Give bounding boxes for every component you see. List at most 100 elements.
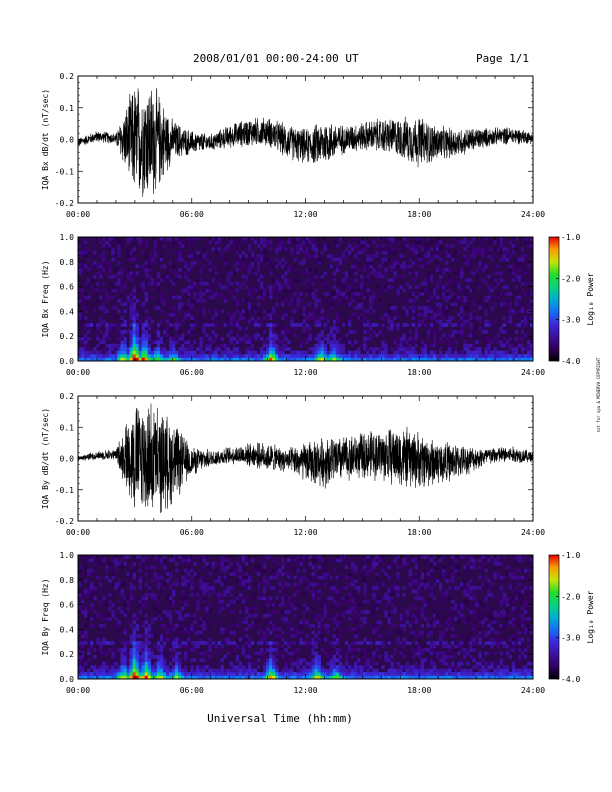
spectrogram-cell bbox=[175, 271, 179, 276]
spectrogram-cell bbox=[311, 558, 315, 563]
spectrogram-cell bbox=[305, 634, 309, 638]
spectrogram-cell bbox=[102, 665, 106, 669]
spectrogram-cell bbox=[172, 599, 176, 604]
spectrogram-cell bbox=[135, 634, 139, 638]
spectrogram-cell bbox=[187, 299, 191, 303]
spectrogram-cell bbox=[438, 651, 443, 656]
spectrogram-cell bbox=[256, 264, 261, 269]
spectrogram-cell bbox=[505, 354, 510, 358]
spectrogram-cell bbox=[99, 299, 103, 303]
spectrogram-cell bbox=[311, 589, 315, 594]
spectrogram-cell bbox=[129, 299, 133, 303]
spectrogram-cell bbox=[296, 237, 300, 241]
spectrogram-cell bbox=[281, 661, 285, 666]
spectrogram-cell bbox=[84, 658, 88, 663]
spectrogram-cell bbox=[287, 558, 291, 563]
spectrogram-cell bbox=[487, 319, 491, 324]
spectrogram-cell bbox=[81, 644, 85, 649]
spectrogram-cell bbox=[281, 257, 285, 262]
spectrogram-cell bbox=[102, 305, 106, 310]
spectrogram-cell bbox=[375, 620, 379, 625]
spectrogram-cell bbox=[402, 347, 406, 351]
spectrogram-cell bbox=[393, 672, 397, 676]
spectrogram-cell bbox=[105, 354, 109, 358]
spectrogram-cell bbox=[435, 302, 440, 307]
spectrogram-cell bbox=[211, 357, 215, 362]
spectrogram-cell bbox=[393, 558, 397, 563]
spectrogram-cell bbox=[238, 257, 243, 262]
spectrogram-cell bbox=[505, 254, 510, 258]
spectrogram-cell bbox=[205, 606, 209, 611]
spectrogram-cell bbox=[150, 596, 155, 601]
spectrogram-cell bbox=[129, 668, 133, 673]
spectrogram-cell bbox=[81, 672, 85, 676]
spectrogram-cell bbox=[302, 606, 306, 611]
spectrogram-cell bbox=[266, 599, 270, 604]
spectrogram-cell bbox=[317, 613, 321, 618]
spectrogram-cell bbox=[299, 637, 303, 642]
spectrogram-cell bbox=[93, 326, 97, 331]
spectrogram-cell bbox=[511, 271, 516, 276]
spectrogram-cell bbox=[302, 675, 306, 680]
spectrogram-cell bbox=[387, 575, 391, 580]
spectrogram-cell bbox=[396, 288, 400, 293]
spectrogram-cell bbox=[250, 343, 255, 348]
spectrogram-cell bbox=[426, 292, 431, 296]
spectrogram-cell bbox=[338, 599, 343, 604]
spectrogram-cell bbox=[332, 285, 337, 289]
spectrogram-cell bbox=[87, 586, 91, 590]
spectrogram-cell bbox=[235, 323, 240, 327]
spectrogram-cell bbox=[102, 243, 106, 248]
spectrogram-cell bbox=[263, 316, 267, 320]
spectrogram-cell bbox=[153, 330, 158, 334]
spectrogram-cell bbox=[156, 668, 161, 673]
spectrogram-cell bbox=[378, 274, 382, 279]
spectrogram-cell bbox=[435, 668, 440, 673]
spectrogram-cell bbox=[214, 319, 218, 324]
spectrogram-cell bbox=[399, 623, 403, 628]
spectrogram-cell bbox=[269, 333, 273, 338]
spectrogram-cell bbox=[126, 596, 130, 601]
spectrogram-cell bbox=[141, 264, 146, 269]
spectrogram-cell bbox=[478, 264, 482, 269]
spectrogram-cell bbox=[496, 281, 500, 286]
spectrogram-cell bbox=[308, 316, 312, 320]
spectrogram-cell bbox=[326, 572, 331, 576]
spectrogram-cell bbox=[347, 668, 352, 673]
spectrogram-cell bbox=[305, 271, 309, 276]
spectrogram-cell bbox=[87, 555, 91, 559]
spectrogram-cell bbox=[162, 343, 167, 348]
spectrogram-cell bbox=[429, 343, 434, 348]
spectrogram-cell bbox=[414, 274, 419, 279]
spectrogram-cell bbox=[357, 596, 361, 601]
spectrogram-cell bbox=[159, 278, 164, 283]
spectrogram-cell bbox=[229, 661, 233, 666]
spectrogram-cell bbox=[141, 323, 146, 327]
spectrogram-cell bbox=[165, 610, 170, 614]
spectrogram-cell bbox=[220, 592, 224, 597]
spectrogram-cell bbox=[156, 579, 161, 583]
spectrogram-cell bbox=[354, 340, 358, 345]
spectrogram-cell bbox=[423, 599, 428, 604]
spectrogram-cell bbox=[296, 675, 300, 680]
spectrogram-cell bbox=[108, 323, 112, 327]
spectrogram-cell bbox=[99, 668, 103, 673]
spectrogram-cell bbox=[363, 558, 367, 563]
spectrogram-cell bbox=[438, 250, 443, 255]
spectrogram-cell bbox=[344, 288, 349, 293]
spectrogram-cell bbox=[332, 641, 337, 645]
spectrogram-cell bbox=[165, 295, 170, 300]
spectrogram-cell bbox=[475, 316, 479, 320]
spectrogram-cell bbox=[460, 274, 464, 279]
spectrogram-cell bbox=[266, 347, 270, 351]
spectrogram-cell bbox=[399, 648, 403, 652]
spectrogram-cell bbox=[463, 240, 467, 245]
spectrogram-cell bbox=[357, 672, 361, 676]
spectrogram-cell bbox=[129, 672, 133, 676]
spectrogram-cell bbox=[181, 250, 185, 255]
spectrogram-cell bbox=[196, 302, 200, 307]
spectrogram-cell bbox=[235, 623, 240, 628]
spectrogram-cell bbox=[120, 582, 124, 587]
spectrogram-cell bbox=[135, 623, 139, 628]
spectrogram-cell bbox=[369, 299, 373, 303]
